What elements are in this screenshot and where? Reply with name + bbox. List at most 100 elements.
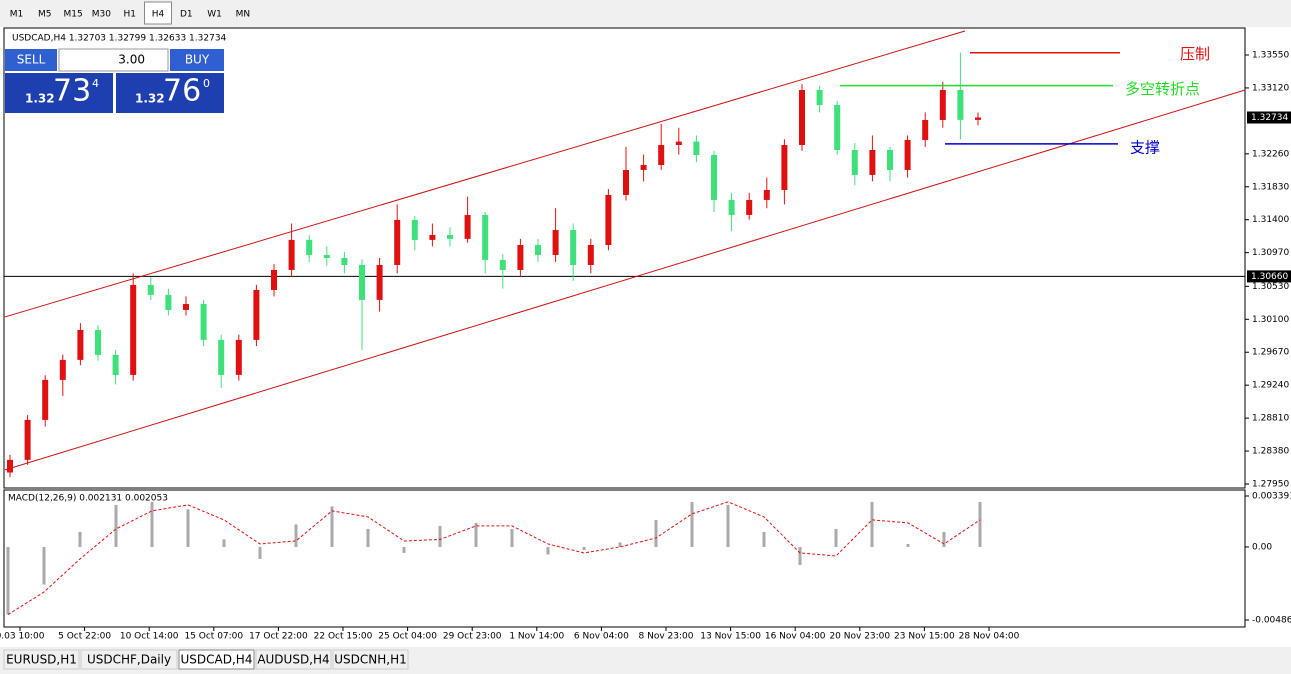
candle-body — [728, 199, 735, 215]
timeframe-button[interactable] — [172, 2, 200, 24]
candle-body — [499, 259, 506, 270]
tab[interactable] — [80, 649, 178, 670]
tab[interactable] — [255, 649, 332, 670]
candle-body — [781, 145, 788, 190]
y-tick-label: 1.30530 — [1252, 282, 1289, 292]
candle-body — [851, 149, 858, 175]
candle-body — [693, 141, 700, 155]
x-tick-label: 22 Oct 15:00 — [314, 632, 373, 642]
macd-title: MACD(12,26,9) 0.002131 0.002053 — [8, 494, 168, 504]
candle-body — [376, 264, 383, 300]
y-tick-label: 1.31400 — [1252, 215, 1289, 225]
ask-box[interactable] — [116, 73, 224, 113]
candle-body — [887, 149, 893, 170]
buy-button[interactable] — [170, 49, 224, 71]
timeframe-label: H4 — [152, 10, 165, 20]
macd-tick-label: 0.00 — [1252, 542, 1272, 552]
volume-input[interactable] — [58, 48, 169, 72]
candle-body — [218, 339, 225, 375]
candle-body — [570, 229, 577, 265]
y-tick-label: 1.33550 — [1252, 51, 1289, 61]
candle-body — [429, 234, 436, 240]
timeframe-button[interactable] — [116, 2, 144, 24]
timeframe-label: H1 — [123, 10, 136, 20]
macd-pane — [3, 489, 1246, 628]
timeframe-button[interactable] — [201, 2, 229, 24]
timeframe-button[interactable] — [87, 2, 115, 24]
candle-body — [341, 258, 348, 265]
timeframe-button[interactable] — [3, 2, 30, 24]
price-label-bg — [1247, 111, 1291, 124]
candle-body — [253, 289, 260, 340]
candle-body — [7, 459, 13, 473]
tab[interactable] — [3, 649, 80, 670]
tab[interactable] — [178, 649, 255, 670]
candle-body — [799, 90, 805, 146]
timeframe-label: MN — [236, 10, 251, 20]
candle-body — [746, 199, 753, 215]
candle-body — [147, 284, 154, 295]
candle-body — [517, 244, 524, 270]
x-tick-label: 8 Nov 23:00 — [639, 632, 694, 642]
timeframe-button[interactable] — [229, 2, 257, 24]
macd-tick-label: -0.004862 — [1252, 616, 1291, 626]
timeframe-label: M1 — [10, 10, 24, 20]
tab-label: USDCHF,Daily — [87, 653, 171, 667]
candle-body — [394, 219, 401, 265]
candle-body — [535, 244, 541, 255]
tab[interactable] — [332, 649, 409, 670]
candle-body — [200, 303, 207, 340]
candle-body — [359, 264, 365, 300]
x-tick-label: 15 Oct 07:00 — [184, 632, 243, 642]
level-label: 支撑 — [1130, 138, 1160, 156]
bid-box[interactable] — [5, 73, 113, 113]
candle-body — [165, 294, 172, 310]
candle-body — [640, 165, 647, 170]
volume: 3.00 — [118, 53, 145, 67]
level-label: 压制 — [1180, 45, 1210, 63]
tab-label: USDCNH,H1 — [334, 653, 407, 667]
candle-body — [675, 141, 682, 146]
x-tick-label: 5 Oct 22:00 — [58, 632, 111, 642]
buy-label: BUY — [185, 53, 210, 67]
tab-label: EURUSD,H1 — [6, 653, 77, 667]
ask-main: 76 — [163, 74, 201, 109]
timeframe-button[interactable] — [59, 2, 87, 24]
channel-lower — [4, 89, 1246, 471]
hline-label: 1.30660 — [1251, 272, 1288, 282]
x-tick-label: 10 Oct 14:00 — [120, 632, 179, 642]
x-tick-label: 20 Nov 23:00 — [829, 632, 890, 642]
candle-body — [24, 419, 31, 460]
candle-body — [271, 269, 277, 290]
price-label: 1.32734 — [1251, 113, 1288, 123]
x-tick-label: 23 Nov 15:00 — [894, 632, 955, 642]
candle-body — [411, 219, 418, 240]
y-tick-label: 1.27950 — [1252, 480, 1289, 490]
candle-body — [658, 145, 665, 166]
timeframe-button[interactable] — [144, 1, 172, 25]
x-tick-label: 16 Nov 04:00 — [765, 632, 826, 642]
candle-body — [306, 239, 313, 255]
level-label: 多空转折点 — [1125, 80, 1200, 98]
candle-body — [605, 194, 612, 245]
candle-body — [59, 359, 66, 380]
bid-main: 73 — [53, 74, 91, 109]
timeframe-label: D1 — [180, 10, 193, 20]
macd-tick-label: 0.003391 — [1252, 492, 1291, 502]
candle-body — [834, 105, 841, 150]
macd-signal — [7, 501, 981, 615]
candle-body — [183, 303, 189, 310]
timeframe-button[interactable] — [31, 2, 59, 24]
candle-body — [95, 329, 101, 355]
candle-body — [904, 139, 911, 170]
timeframe-label: M15 — [63, 10, 82, 20]
y-tick-label: 1.28810 — [1252, 414, 1289, 424]
y-tick-label: 1.32260 — [1252, 149, 1289, 159]
candle-body — [552, 229, 559, 255]
candle-body — [464, 214, 471, 239]
x-tick-label: 28 Nov 04:00 — [959, 632, 1020, 642]
x-tick-label: 13 Nov 15:00 — [700, 632, 761, 642]
sell-button[interactable] — [5, 49, 57, 71]
y-tick-label: 1.31830 — [1252, 182, 1289, 192]
candle-body — [869, 149, 876, 175]
